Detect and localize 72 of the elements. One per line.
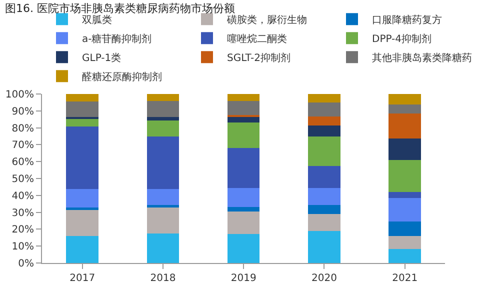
legend-label: GLP-1类: [82, 52, 122, 64]
legend-label: 噻唑烷二酮类: [227, 33, 287, 46]
bar: [66, 209, 98, 236]
bar: [388, 138, 421, 160]
legend-label: 醛糖还原酶抑制剂: [82, 71, 162, 84]
legend-label: 口服降糖药复方: [372, 14, 442, 26]
y-tick-label: 80%: [12, 123, 34, 134]
bar: [227, 148, 260, 188]
x-tick-label: 2019: [230, 273, 256, 284]
bar: [146, 136, 180, 189]
x-tick-label: 2017: [70, 273, 96, 284]
bar: [227, 211, 260, 234]
bar: [146, 100, 180, 117]
y-tick-label: 0%: [18, 258, 34, 270]
bar: [227, 188, 260, 208]
bar: [66, 188, 98, 208]
bar: [388, 198, 421, 222]
legend-label: 其他非胰岛素类降糖药: [372, 52, 472, 64]
bar: [227, 116, 260, 123]
bar: [308, 205, 340, 214]
bar: [146, 94, 180, 101]
bar: [388, 94, 421, 105]
bar: [308, 231, 340, 263]
bar: [388, 236, 421, 249]
bar: [388, 248, 421, 263]
bar: [388, 114, 421, 138]
bar: [388, 192, 421, 198]
bar: [388, 160, 421, 192]
y-tick-label: 20%: [12, 224, 34, 236]
x-tick-label: 2021: [392, 273, 418, 284]
y-tick-label: 90%: [12, 106, 34, 118]
legend-label: 双胍类: [82, 14, 112, 26]
y-tick-label: 100%: [5, 90, 34, 100]
bar: [66, 126, 98, 189]
y-tick-label: 40%: [12, 190, 34, 202]
bar: [308, 116, 340, 126]
y-tick-label: 10%: [12, 242, 34, 253]
bar: [308, 136, 340, 166]
bar: [146, 208, 180, 234]
bar: [308, 166, 340, 188]
chart-title: 图16. 医院市场非胰岛素类糖尿病药物市场份额: [5, 2, 235, 16]
bar: [227, 94, 260, 101]
bar: [146, 116, 180, 120]
legend-label: 磺胺类，脲衍生物: [226, 14, 307, 26]
bar: [227, 234, 260, 263]
bar: [146, 205, 180, 208]
bar: [66, 102, 98, 117]
y-tick-label: 50%: [12, 174, 34, 185]
y-tick-label: 60%: [12, 157, 34, 168]
bar: [388, 104, 421, 114]
x-tick-label: 2020: [311, 273, 337, 284]
bar: [66, 118, 98, 126]
bar: [66, 236, 98, 263]
legend-label: a-糖苷酶抑制剂: [82, 33, 152, 46]
legend-label: DPP-4抑制剂: [372, 33, 432, 46]
bar: [227, 207, 260, 212]
bar: [146, 120, 180, 137]
bar: [308, 188, 340, 206]
y-tick-label: 70%: [12, 140, 34, 152]
bar: [66, 94, 98, 102]
x-tick-label: 2018: [150, 273, 176, 284]
bar: [388, 221, 421, 236]
bar: [146, 188, 180, 206]
y-tick-label: 30%: [12, 208, 34, 219]
bar: [308, 102, 340, 117]
bar: [308, 214, 340, 232]
bar: [146, 233, 180, 263]
bar: [227, 100, 260, 115]
legend-label: SGLT-2抑制剂: [227, 52, 290, 64]
bar: [308, 94, 340, 102]
bar: [227, 122, 260, 148]
bar: [308, 126, 340, 136]
